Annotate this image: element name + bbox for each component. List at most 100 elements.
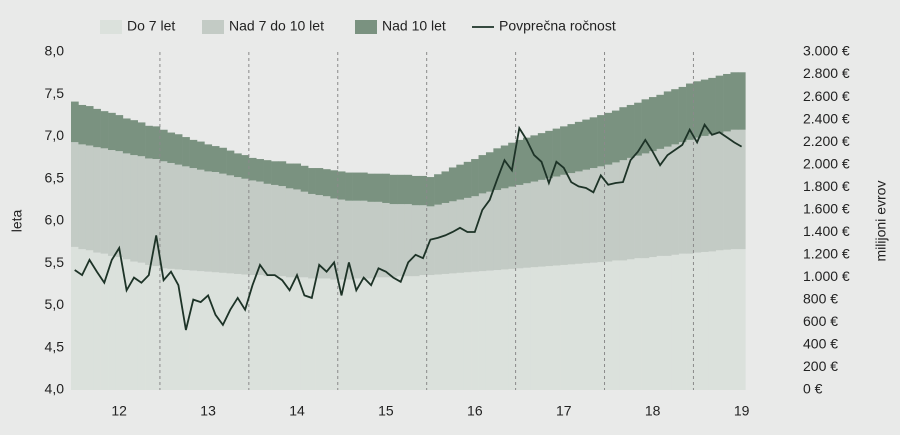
area-segment (523, 183, 531, 268)
area-segment (330, 279, 339, 390)
area-segment (574, 263, 583, 390)
area-segment (493, 148, 502, 191)
area-segment (397, 204, 405, 277)
area-segment (463, 161, 472, 198)
y-tick-label: 4,0 (45, 381, 65, 397)
area-segment (663, 255, 672, 390)
area-segment (263, 183, 272, 277)
area-segment (441, 202, 450, 274)
y2-tick-label: 200 € (803, 358, 838, 374)
area-segment (256, 159, 264, 182)
area-segment (419, 205, 427, 276)
area-segment (159, 161, 168, 269)
area-segment (315, 195, 324, 279)
y2-tick-label: 400 € (803, 336, 838, 352)
area-segment (122, 259, 131, 390)
area-segment (219, 272, 227, 390)
area-segment (589, 168, 598, 263)
area-segment (374, 277, 383, 390)
area-segment (471, 159, 479, 197)
area-segment (278, 276, 287, 390)
area-segment (648, 97, 657, 152)
y2-tick-label: 2.400 € (803, 110, 850, 126)
area-segment (708, 134, 716, 252)
area-segment (248, 275, 257, 390)
area-segment (434, 174, 442, 205)
area-segment (196, 271, 205, 390)
area-segment (441, 273, 450, 390)
area-segment (723, 131, 731, 250)
y2-tick-label: 1.800 € (803, 178, 850, 194)
area-segment (693, 137, 702, 253)
area-segment (152, 159, 161, 267)
area-segment (619, 160, 628, 261)
area-segment (411, 276, 420, 390)
area-segment (686, 83, 694, 140)
area-segment (419, 275, 427, 390)
y-tick-label: 5,5 (45, 254, 65, 270)
area-segment (345, 172, 353, 201)
line-series (74, 122, 743, 331)
area-segment (663, 146, 672, 256)
area-segment (78, 144, 87, 250)
area-segment (211, 171, 220, 273)
area-segment (574, 121, 583, 172)
area-segment (219, 173, 227, 273)
area-segment (337, 171, 346, 200)
area-segment (226, 175, 235, 274)
area-segment (404, 204, 413, 277)
area-segment (419, 175, 427, 206)
area-segment (552, 128, 561, 177)
area-segment (463, 197, 472, 273)
area-segment (626, 157, 635, 260)
area-segment (700, 135, 709, 252)
area-segment (196, 169, 205, 272)
area-segment (345, 279, 353, 390)
area-segment (530, 135, 539, 182)
legend-label: Povprečna ročnost (499, 18, 616, 34)
area-segment (108, 150, 116, 256)
area-segment (434, 204, 442, 275)
area-segment (174, 269, 183, 390)
area-segment (426, 177, 435, 207)
area-segment (485, 152, 494, 192)
area-segment (426, 275, 435, 390)
area-segment (678, 142, 687, 254)
area-segment (515, 268, 524, 390)
area-segment (656, 255, 665, 390)
area-segment (93, 147, 101, 253)
area-segment (723, 73, 731, 132)
area-segment (241, 274, 250, 390)
area-segment (574, 171, 583, 264)
area-segment (382, 277, 390, 390)
area-segment (137, 262, 146, 390)
area-segment (100, 148, 109, 254)
area-segment (189, 168, 198, 271)
area-segment (271, 184, 279, 277)
area-segment (523, 267, 531, 390)
area-segment (322, 169, 331, 197)
area-segment (611, 260, 620, 390)
area-segment (478, 271, 487, 390)
area-segment (485, 270, 494, 390)
area-segment (159, 268, 168, 390)
area-segment (115, 257, 124, 390)
area-segment (71, 142, 79, 247)
legend-label: Do 7 let (127, 18, 175, 34)
area-segment (337, 279, 346, 390)
area-segment (441, 171, 450, 203)
area-segment (159, 129, 168, 162)
area-segment (641, 99, 650, 154)
y2-axis-label: milijoni evrov (873, 181, 889, 262)
area-segment (241, 178, 250, 275)
area-segment (737, 249, 746, 390)
area-segment (626, 104, 635, 158)
area-segment (552, 265, 561, 390)
y2-tick-label: 3.000 € (803, 43, 850, 59)
area-segment (167, 162, 176, 269)
x-tick-label: 14 (289, 403, 305, 419)
area-segment (597, 115, 605, 167)
y2-tick-label: 1.400 € (803, 223, 850, 239)
y2-tick-label: 1.200 € (803, 246, 850, 262)
area-segment (278, 161, 287, 187)
